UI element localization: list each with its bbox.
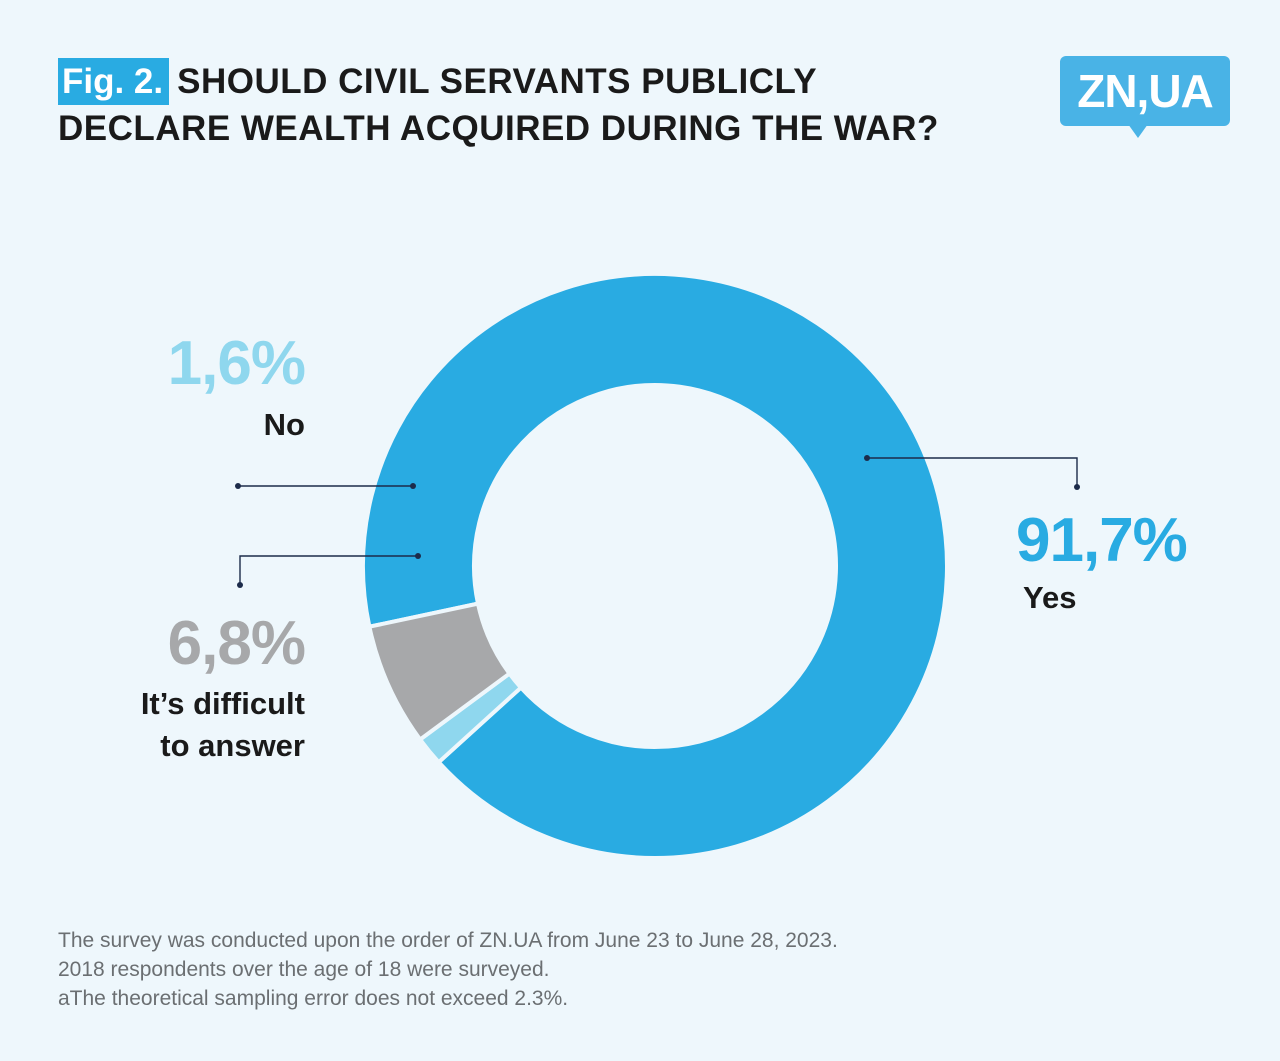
- category-label-difficult: It’s difficult to answer: [60, 683, 305, 767]
- value-label-yes: 91,7%: [1016, 506, 1188, 575]
- category-label-yes: Yes: [1023, 580, 1077, 615]
- leader-dot-yes-start: [864, 455, 870, 461]
- leader-dot-difficult-start: [415, 553, 421, 559]
- slice-yes: [361, 272, 949, 860]
- chart-title: Fig. 2. SHOULD CIVIL SERVANTS PUBLICLY DE…: [58, 58, 939, 152]
- title-text-1: SHOULD CIVIL SERVANTS PUBLICLY: [177, 62, 818, 101]
- leader-dot-difficult-end: [237, 582, 243, 588]
- donut-slices: [361, 272, 949, 860]
- footnote-line-1: The survey was conducted upon the order …: [58, 929, 838, 952]
- logo-speech-tail: [1128, 124, 1148, 138]
- zn-ua-logo: ZN,UA: [1060, 56, 1230, 126]
- leader-dot-no-end: [410, 483, 416, 489]
- figure-number-badge: Fig. 2.: [58, 58, 170, 105]
- survey-footnote: The survey was conducted upon the order …: [58, 926, 838, 1013]
- leader-lines: [235, 455, 1080, 588]
- value-label-difficult: 6,8%: [167, 609, 306, 678]
- category-label-difficult-line-2: to answer: [160, 728, 305, 763]
- leader-line-yes: [867, 457, 1078, 487]
- value-label-no: 1,6%: [167, 329, 306, 398]
- footnote-line-2: 2018 respondents over the age of 18 were…: [58, 958, 550, 981]
- title-line-2: DECLARE WEALTH ACQUIRED DURING THE WAR?: [58, 109, 939, 148]
- title-line-1: Fig. 2. SHOULD CIVIL SERVANTS PUBLICLY: [58, 58, 939, 105]
- category-label-difficult-line-1: It’s difficult: [140, 686, 305, 721]
- leader-dot-no-start: [235, 483, 241, 489]
- category-label-no: No: [263, 407, 305, 442]
- slice-difficult: [367, 601, 513, 743]
- footnote-line-3: aThe theoretical sampling error does not…: [58, 987, 569, 1010]
- leader-dot-yes-end: [1074, 484, 1080, 490]
- leader-line-difficult: [239, 555, 418, 585]
